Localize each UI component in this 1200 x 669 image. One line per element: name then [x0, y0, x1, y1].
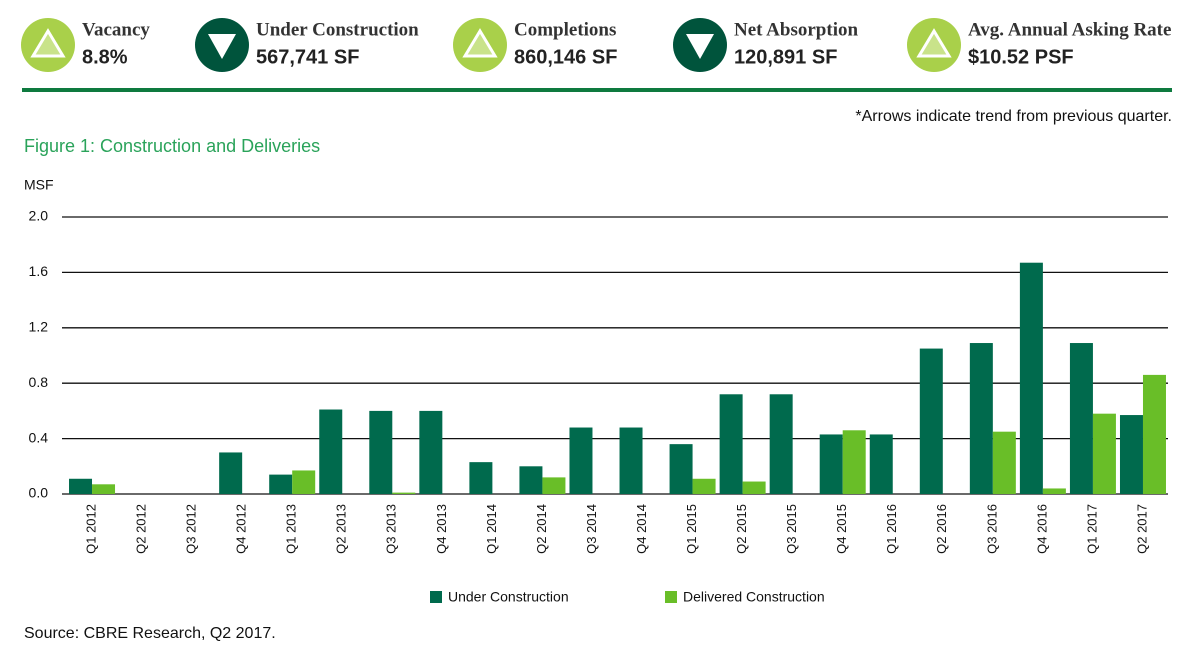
trend-arrow: [30, 28, 66, 58]
trend-arrow: [686, 34, 714, 59]
figure-title: Figure 1: Construction and Deliveries: [24, 136, 320, 156]
y-tick-label: 1.6: [29, 263, 49, 279]
bar: [569, 427, 593, 494]
x-tick-label: Q3 2015: [784, 504, 799, 554]
legend-swatch: [430, 591, 442, 603]
x-tick-label: Q4 2012: [234, 504, 249, 554]
x-tick-label: Q1 2016: [884, 504, 899, 554]
trend-arrow: [462, 28, 498, 58]
x-tick-label: Q1 2017: [1084, 504, 1099, 554]
kpi-value: 567,741 SF: [256, 46, 359, 68]
x-tick-label: Q4 2013: [434, 504, 449, 554]
bar: [1142, 374, 1166, 494]
bar: [469, 462, 493, 494]
x-tick-label: Q1 2014: [484, 504, 499, 554]
bar: [669, 444, 693, 494]
bar: [219, 452, 243, 494]
x-tick-label: Q3 2012: [184, 504, 199, 554]
x-tick-label: Q1 2012: [83, 504, 98, 554]
bar: [542, 477, 566, 494]
bar: [842, 430, 866, 494]
trend-arrow: [208, 34, 236, 59]
bar: [992, 431, 1016, 494]
y-tick-label: 0.8: [29, 374, 49, 390]
source: Source: CBRE Research, Q2 2017.: [24, 625, 276, 642]
kpi-label: Under Construction: [256, 19, 419, 40]
y-axis-label: MSF: [24, 177, 54, 193]
header-rule: [22, 88, 1172, 92]
bar: [1119, 415, 1143, 494]
trend-arrow: [916, 28, 952, 58]
y-tick-label: 0.4: [29, 429, 49, 445]
kpi-label: Completions: [514, 19, 616, 40]
x-tick-label: Q2 2016: [934, 504, 949, 554]
bar: [1069, 343, 1093, 494]
x-tick-label: Q2 2017: [1134, 504, 1149, 554]
y-tick-label: 0.0: [29, 485, 49, 501]
x-tick-label: Q3 2014: [584, 504, 599, 554]
kpi-label: Vacancy: [82, 19, 150, 40]
bar: [419, 410, 443, 494]
bar: [392, 492, 416, 494]
kpi-label: Avg. Annual Asking Rate: [968, 19, 1171, 40]
legend-swatch: [665, 591, 677, 603]
bar: [69, 478, 93, 494]
bar: [292, 470, 316, 494]
bar: [92, 484, 116, 494]
y-tick-label: 2.0: [29, 208, 49, 224]
x-tick-label: Q2 2014: [534, 504, 549, 554]
bar: [519, 466, 543, 494]
bar: [919, 348, 943, 494]
kpi-value: 860,146 SF: [514, 46, 617, 68]
bar: [969, 343, 993, 494]
x-tick-label: Q2 2013: [334, 504, 349, 554]
bar: [369, 410, 393, 494]
x-tick-label: Q1 2013: [284, 504, 299, 554]
x-tick-label: Q4 2016: [1034, 504, 1049, 554]
x-tick-label: Q1 2015: [684, 504, 699, 554]
x-tick-label: Q3 2016: [984, 504, 999, 554]
bar: [1019, 262, 1043, 494]
legend-label: Under Construction: [448, 589, 569, 605]
x-tick-label: Q2 2012: [134, 504, 149, 554]
kpi-value: 120,891 SF: [734, 46, 837, 68]
kpi-value: $10.52 PSF: [968, 46, 1074, 68]
bar: [619, 427, 643, 494]
bar: [819, 434, 843, 494]
bar: [869, 434, 893, 494]
trend-note: *Arrows indicate trend from previous qua…: [855, 108, 1172, 125]
legend-label: Delivered Construction: [683, 589, 825, 605]
bar: [692, 478, 716, 494]
bar: [1092, 413, 1116, 494]
kpi-label: Net Absorption: [734, 19, 858, 40]
bar: [319, 409, 343, 494]
x-tick-label: Q4 2014: [634, 504, 649, 554]
bar: [269, 474, 293, 494]
bar: [769, 394, 793, 494]
bar: [719, 394, 743, 494]
y-tick-label: 1.2: [29, 319, 49, 335]
x-tick-label: Q4 2015: [834, 504, 849, 554]
bar: [742, 481, 766, 494]
x-tick-label: Q2 2015: [734, 504, 749, 554]
bar: [1042, 488, 1066, 494]
kpi-value: 8.8%: [82, 46, 128, 68]
x-tick-label: Q3 2013: [384, 504, 399, 554]
